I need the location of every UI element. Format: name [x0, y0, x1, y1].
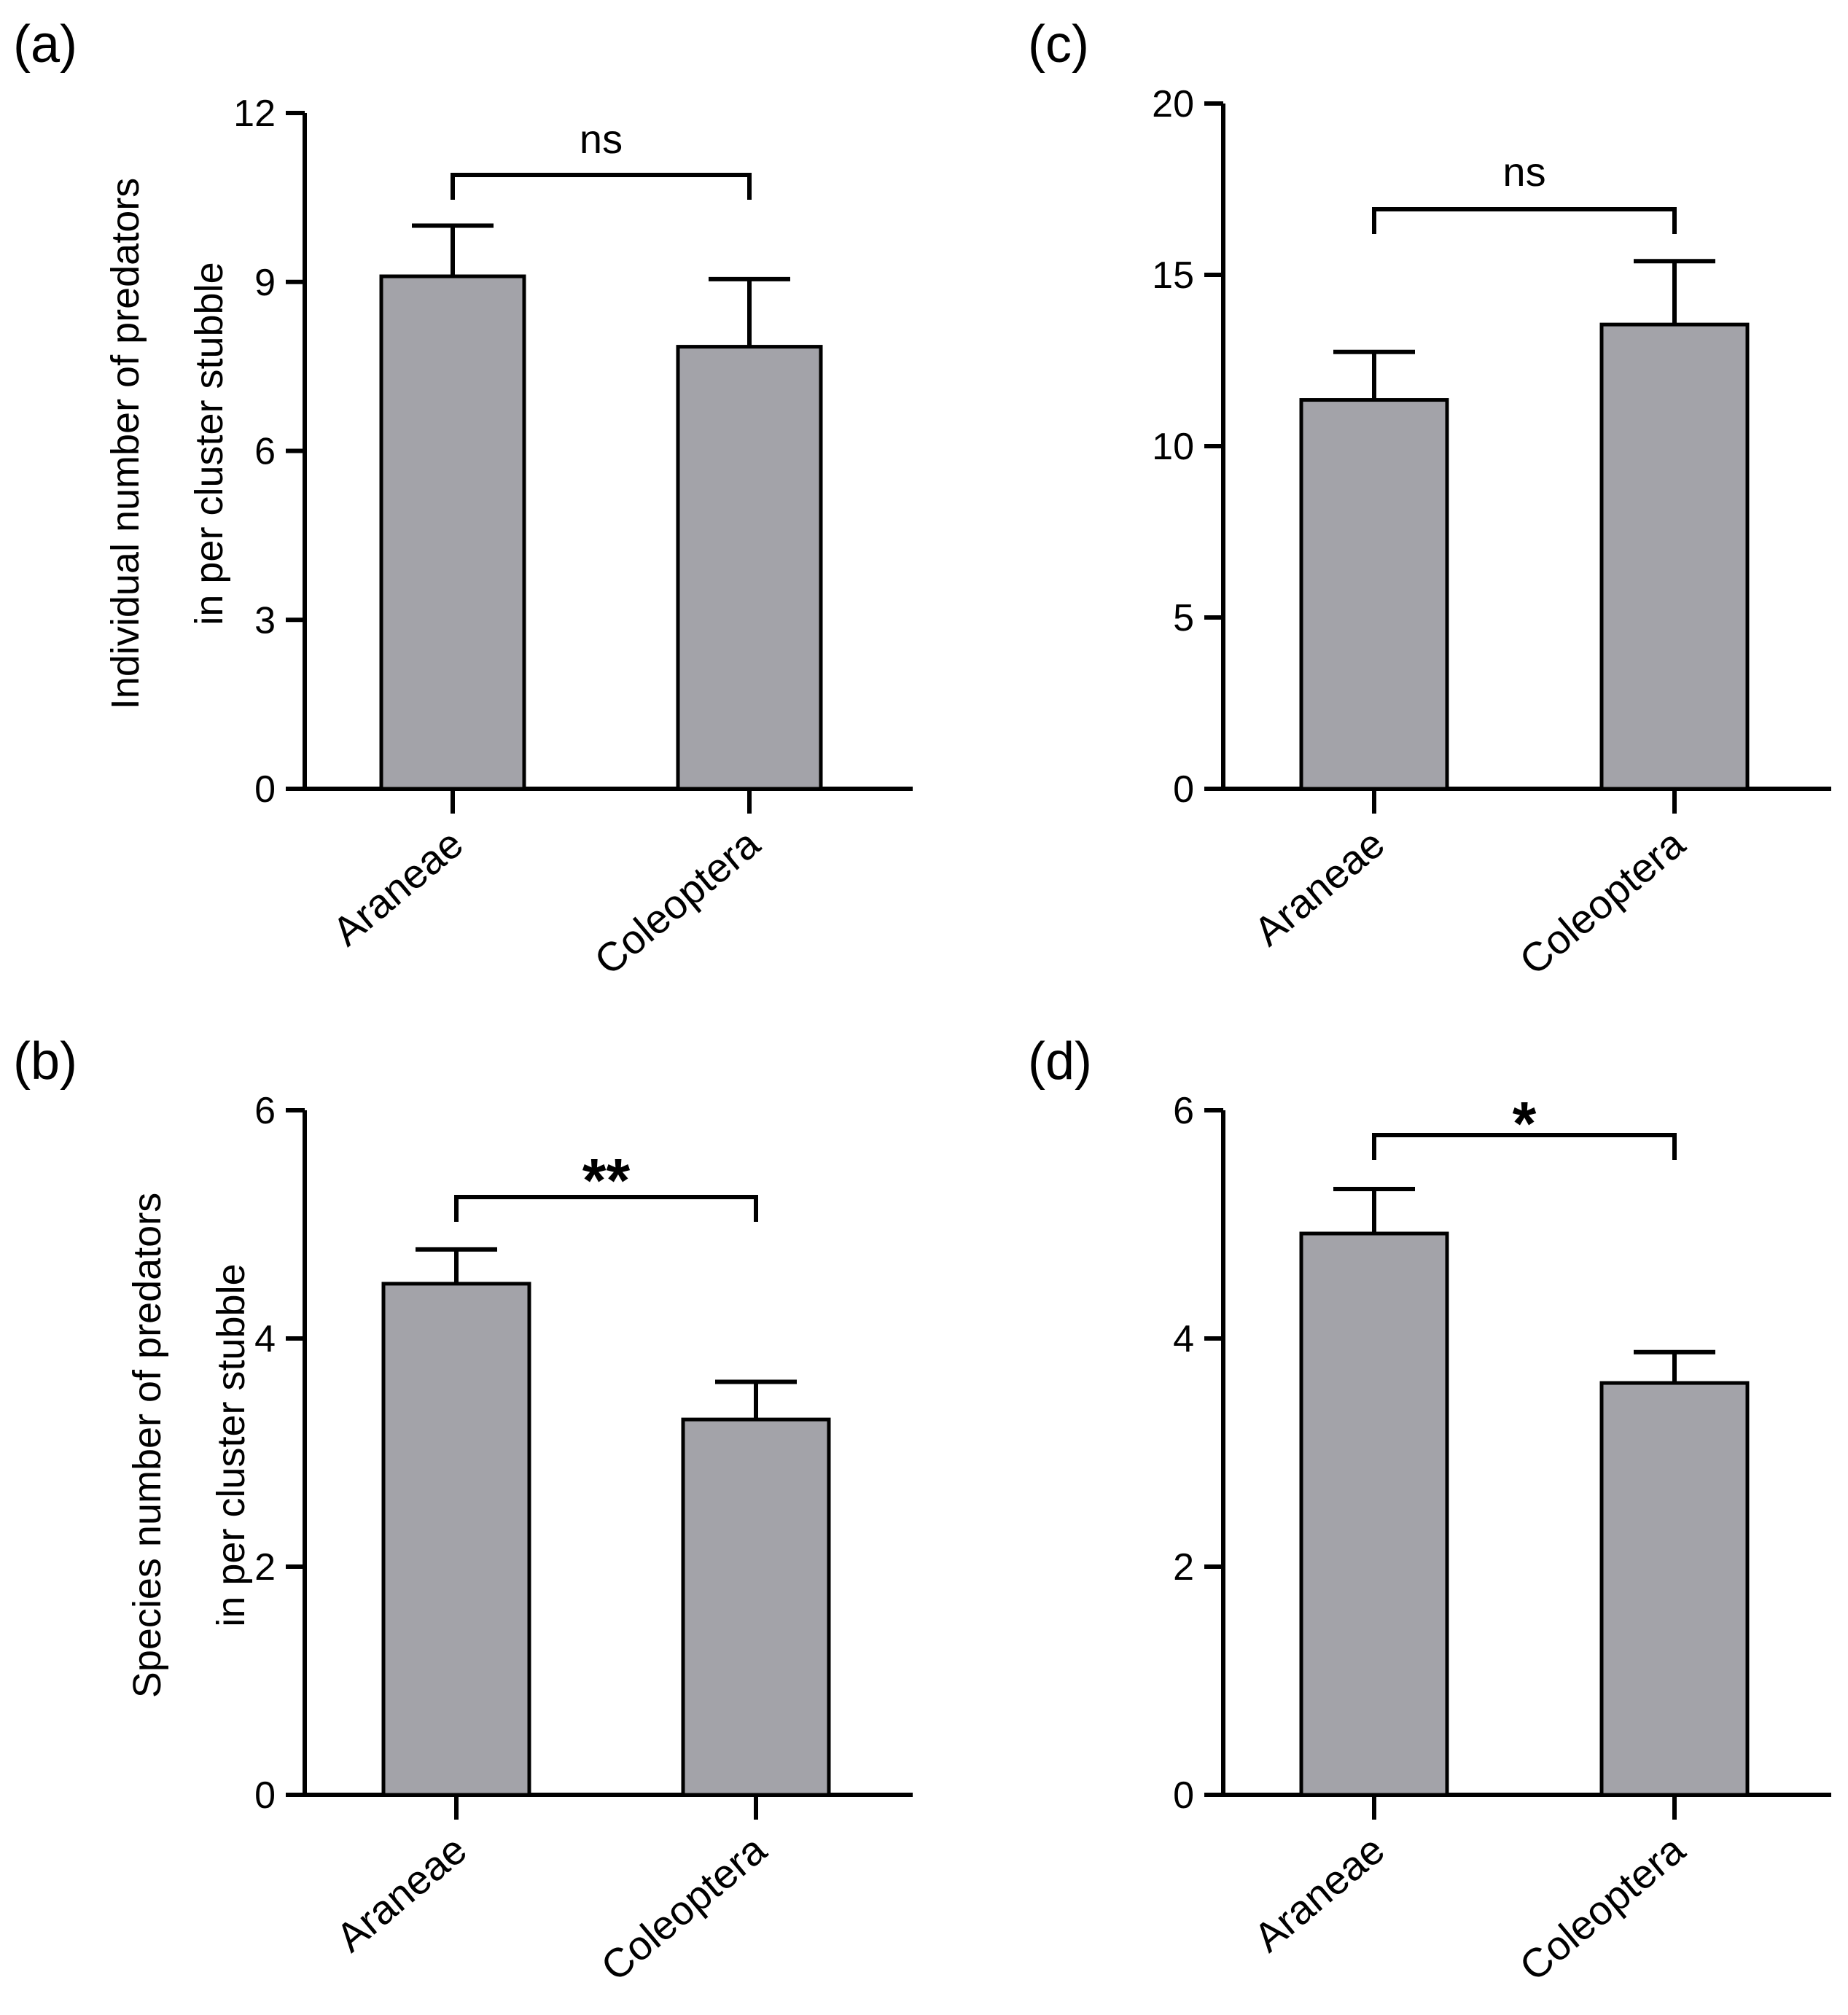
y-axis-title: Species number of predators — [125, 1193, 169, 1698]
bar-coleoptera — [1599, 322, 1750, 791]
panel-label: (a) — [13, 15, 77, 74]
y-tick-label: 5 — [1173, 597, 1194, 639]
y-tick-label: 6 — [254, 1090, 276, 1132]
significance-label: * — [1513, 1089, 1537, 1158]
y-axis-title: in per cluster stubble — [209, 1263, 253, 1626]
y-tick-label: 0 — [254, 768, 276, 811]
y-tick-label: 0 — [1173, 768, 1194, 811]
significance-bracket — [451, 173, 752, 200]
bar-araneae — [379, 274, 526, 791]
chart-panel-2: (b) 0 2 4 6 Species number of predators in per… — [13, 1032, 913, 1989]
bar-coleoptera — [676, 345, 823, 791]
bar-coleoptera — [1599, 1381, 1750, 1797]
chart-panel-3: (d) 0 2 4 6 Araneae Coleoptera * — [1028, 1032, 1831, 1989]
panel-label: (c) — [1028, 15, 1089, 74]
category-label: Araneae — [1245, 820, 1393, 954]
bar-araneae — [1299, 1231, 1449, 1797]
panel-label: (b) — [13, 1032, 77, 1091]
significance-bracket — [454, 1195, 758, 1222]
chart-panel-1: (c) 0 5 10 15 20 Araneae Coleoptera ns — [1028, 15, 1831, 983]
y-tick-label: 10 — [1152, 426, 1194, 468]
y-tick-label: 3 — [254, 599, 276, 642]
y-tick-label: 9 — [254, 262, 276, 304]
bar-araneae — [381, 1282, 531, 1797]
category-label: Araneae — [327, 1826, 475, 1960]
category-label: Coleoptera — [585, 819, 768, 983]
y-axis-title: Individual number of predators — [104, 178, 147, 709]
category-label: Araneae — [1245, 1826, 1393, 1960]
bar-araneae — [1299, 398, 1449, 791]
category-label: Araneae — [324, 820, 472, 954]
significance-bracket — [1372, 1133, 1677, 1160]
y-tick-label: 20 — [1152, 83, 1194, 125]
y-axis-title: in per cluster stubble — [187, 262, 231, 625]
y-tick-label: 4 — [254, 1318, 276, 1360]
significance-label: ** — [582, 1146, 631, 1215]
y-tick-label: 4 — [1173, 1318, 1194, 1360]
y-tick-label: 0 — [1173, 1774, 1194, 1817]
bar-coleoptera — [681, 1417, 831, 1797]
y-tick-label: 2 — [1173, 1546, 1194, 1589]
category-label: Coleoptera — [1510, 819, 1693, 983]
significance-bracket — [1372, 207, 1677, 234]
significance-label: ns — [580, 116, 623, 162]
significance-label: ns — [1502, 149, 1545, 195]
y-tick-label: 0 — [254, 1774, 276, 1817]
panel-label: (d) — [1028, 1032, 1092, 1091]
y-tick-label: 6 — [254, 431, 276, 473]
category-label: Coleoptera — [592, 1825, 775, 1989]
y-tick-label: 6 — [1173, 1090, 1194, 1132]
chart-panel-0: (a) 0 3 6 9 12 Individual number of predators i… — [13, 15, 913, 983]
y-tick-label: 12 — [233, 93, 276, 135]
category-label: Coleoptera — [1510, 1825, 1693, 1989]
y-tick-label: 15 — [1152, 254, 1194, 297]
y-tick-label: 2 — [254, 1546, 276, 1589]
